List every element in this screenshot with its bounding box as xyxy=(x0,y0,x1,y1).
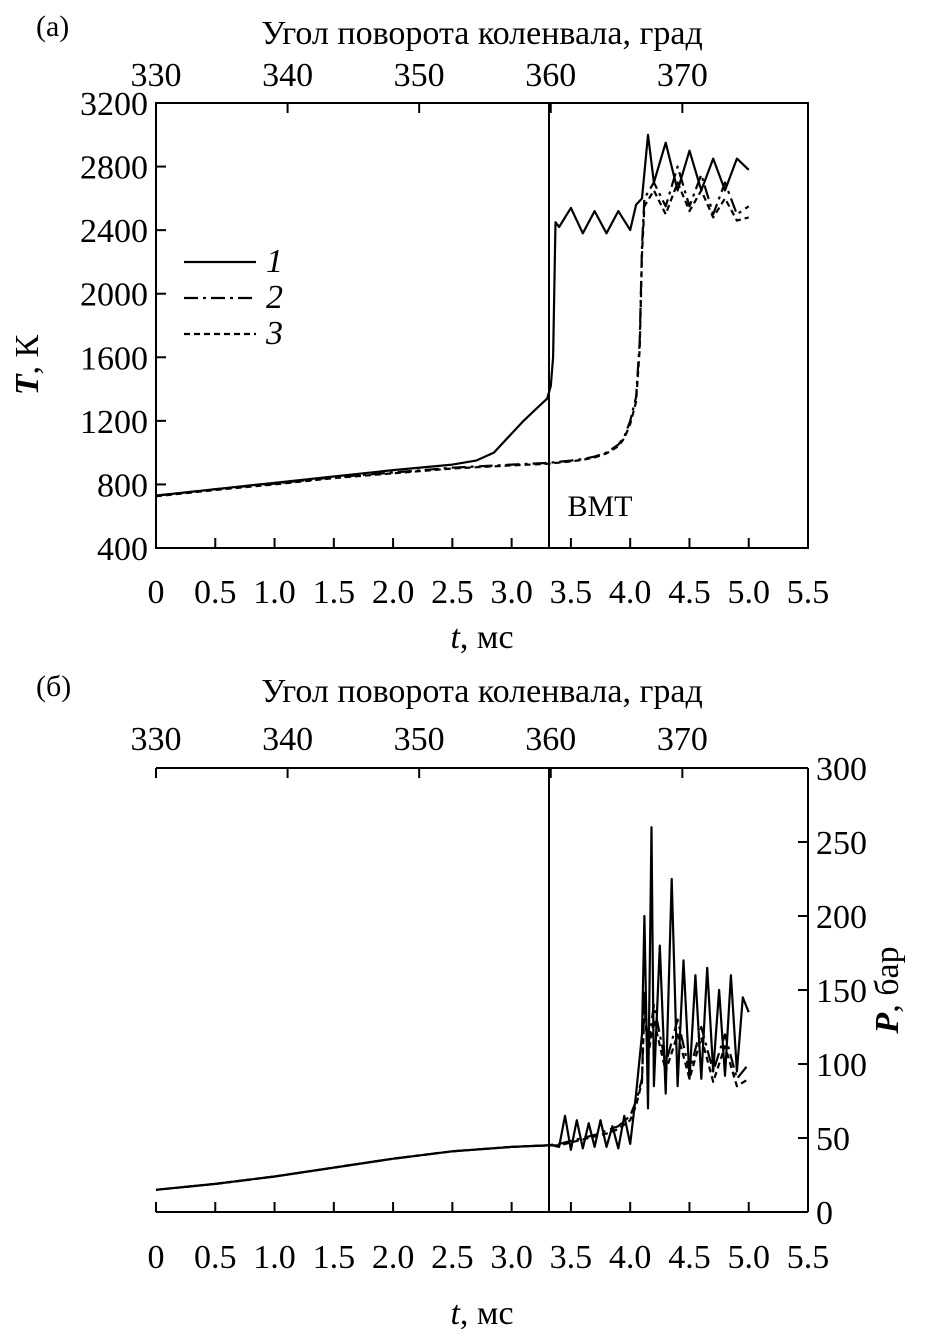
series-group-b xyxy=(155,826,750,1191)
x-tick-label: 3.5 xyxy=(550,574,593,611)
series-line-2 xyxy=(155,165,750,497)
top-tick-label: 340 xyxy=(262,57,313,94)
y-tick-label: 200 xyxy=(816,899,867,936)
top-tick-label: 370 xyxy=(657,721,708,758)
x-tick-label: 1.0 xyxy=(253,1239,296,1276)
y-tick-label: 1200 xyxy=(80,404,148,441)
y-tick-label: 1600 xyxy=(80,340,148,377)
y-tick-label: 3200 xyxy=(80,86,148,123)
x-tick-label: 5.5 xyxy=(787,1239,830,1276)
legend-label-1: 1 xyxy=(266,243,283,280)
y-tick-label: 300 xyxy=(816,751,867,788)
x-tick-label: 3.0 xyxy=(490,574,533,611)
x-tick-label: 2.0 xyxy=(372,1239,415,1276)
legend-a: 1 2 3 xyxy=(184,243,283,352)
x-tick-label: 4.0 xyxy=(609,1239,652,1276)
x-tick-label: 0.5 xyxy=(194,1239,237,1276)
y-tick-label: 250 xyxy=(816,825,867,862)
y-axis-ticks-a: 400 800 1200 1600 2000 2400 2800 3200 xyxy=(80,86,166,568)
top-axis-ticks-a: 330 340 350 360 370 xyxy=(131,57,708,113)
x-axis-label-a: t, мс xyxy=(450,619,513,656)
y-tick-label: 400 xyxy=(97,531,148,568)
x-axis-ticks-b: 0 0.5 1.0 1.5 2.0 2.5 3.0 3.5 4.0 4.5 5.0 5.5 xyxy=(148,1202,830,1276)
x-tick-label: 0.5 xyxy=(194,574,237,611)
x-tick-label: 4.0 xyxy=(609,574,652,611)
x-tick-label: 0 xyxy=(148,1239,165,1276)
series-group-a xyxy=(155,133,750,498)
top-axis-title-b: Угол поворота коленвала, град xyxy=(261,673,703,710)
x-axis-var-b: t xyxy=(450,1295,461,1332)
panel-b-pressure-chart: (б) Угол поворота коленвала, град 330 340… xyxy=(36,670,906,1332)
x-tick-label: 2.0 xyxy=(372,574,415,611)
y-axis-unit-a: , К xyxy=(9,334,46,374)
top-tick-label: 330 xyxy=(131,57,182,94)
panel-label-a: (а) xyxy=(36,10,69,43)
x-tick-label: 2.5 xyxy=(431,1239,474,1276)
legend-label-2: 2 xyxy=(266,279,283,316)
series-line-3 xyxy=(155,181,749,498)
y-axis-label-a: T, К xyxy=(9,334,46,395)
x-tick-label: 3.5 xyxy=(550,1239,593,1276)
tdc-label: ВМТ xyxy=(567,490,632,523)
y-tick-label: 0 xyxy=(816,1195,833,1232)
x-axis-unit-a: , мс xyxy=(460,619,514,656)
y-tick-label: 2000 xyxy=(80,277,148,314)
top-tick-label: 350 xyxy=(394,57,445,94)
plot-frame-a xyxy=(155,102,809,549)
x-tick-label: 5.5 xyxy=(787,574,830,611)
y-tick-label: 150 xyxy=(816,973,867,1010)
x-axis-unit-b: , мс xyxy=(460,1295,514,1332)
x-axis-ticks-a: 0 0.5 1.0 1.5 2.0 2.5 3.0 3.5 4.0 4.5 5.0 5.5 xyxy=(148,538,830,611)
series-line-1 xyxy=(155,826,750,1191)
y-tick-label: 800 xyxy=(97,467,148,504)
y-tick-label: 2400 xyxy=(80,213,148,250)
top-axis-title-a: Угол поворота коленвала, град xyxy=(261,15,703,52)
series-line-3 xyxy=(155,1003,750,1191)
y-axis-var-a: T xyxy=(9,373,46,395)
top-tick-label: 360 xyxy=(525,721,576,758)
x-tick-label: 4.5 xyxy=(668,1239,711,1276)
x-tick-label: 1.5 xyxy=(313,1239,356,1276)
x-tick-label: 0 xyxy=(148,574,165,611)
top-tick-label: 330 xyxy=(131,721,182,758)
y-axis-var-b: P xyxy=(869,1013,906,1035)
y-tick-label: 2800 xyxy=(80,150,148,187)
top-tick-label: 350 xyxy=(394,721,445,758)
series-line-2 xyxy=(155,988,750,1191)
x-tick-label: 1.0 xyxy=(253,574,296,611)
panel-a-temperature-chart: (а) Угол поворота коленвала, град 330 340… xyxy=(9,10,829,656)
top-axis-ticks-b: 330 340 350 360 370 xyxy=(131,721,708,778)
x-axis-var-a: t xyxy=(450,619,461,656)
x-tick-label: 3.0 xyxy=(490,1239,533,1276)
top-tick-label: 370 xyxy=(657,57,708,94)
x-axis-label-b: t, мс xyxy=(450,1295,513,1332)
series-line-1 xyxy=(155,133,750,497)
y-axis-ticks-b: 0 50 100 150 200 250 300 xyxy=(798,751,867,1232)
top-tick-label: 340 xyxy=(262,721,313,758)
top-tick-label: 360 xyxy=(525,57,576,94)
y-axis-label-b: P, бар xyxy=(869,946,906,1034)
x-tick-label: 4.5 xyxy=(668,574,711,611)
y-tick-label: 50 xyxy=(816,1121,850,1158)
y-axis-unit-b: , бар xyxy=(869,946,906,1012)
y-tick-label: 100 xyxy=(816,1047,867,1084)
panel-label-b: (б) xyxy=(36,670,71,703)
x-tick-label: 5.0 xyxy=(727,1239,770,1276)
x-tick-label: 1.5 xyxy=(313,574,356,611)
x-tick-label: 5.0 xyxy=(727,574,770,611)
x-tick-label: 2.5 xyxy=(431,574,474,611)
legend-label-3: 3 xyxy=(265,315,283,352)
